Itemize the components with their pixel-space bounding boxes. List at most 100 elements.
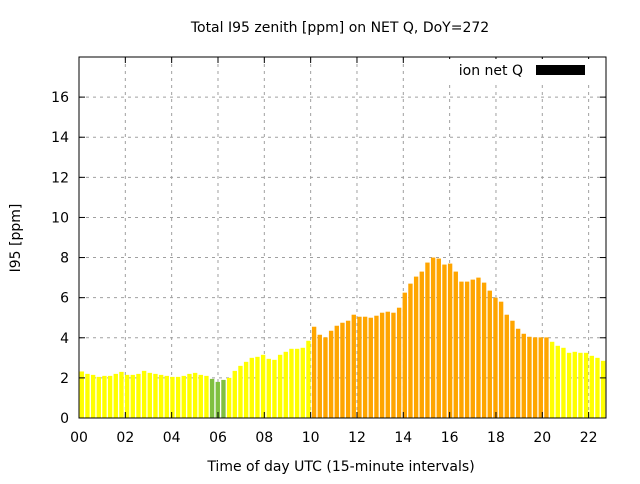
bar [459,281,464,418]
x-tick-label: 08 [255,430,273,446]
bar [396,307,402,418]
y-tick-label: 12 [51,170,69,186]
bar [498,301,504,418]
bar [583,352,589,418]
bar [334,325,339,418]
bar [192,372,198,418]
bar [391,312,396,418]
bar [345,320,351,418]
bar [578,352,583,418]
bar [289,348,294,418]
bar [572,351,577,418]
bar [340,322,345,418]
bar [328,330,334,418]
bar [283,351,288,418]
bar [425,262,430,418]
x-tick-label: 20 [533,430,551,446]
x-tick-label: 10 [302,430,320,446]
y-tick-label: 6 [60,291,69,307]
bar [447,263,453,418]
bar [232,370,237,418]
x-tick-label: 22 [580,430,598,446]
bar [249,357,254,418]
bar [204,375,209,418]
bar [436,258,441,418]
bar [385,311,390,418]
bar [357,316,362,418]
bar [453,271,458,418]
bar [130,374,135,418]
plot-frame [78,56,607,419]
legend: ion net Q [446,59,596,81]
bar [136,373,141,418]
x-tick-label: 12 [348,430,366,446]
bar [102,375,107,418]
bar [515,328,521,418]
bar [272,359,277,418]
bar [595,357,600,418]
bar [124,374,130,418]
bar [589,355,594,418]
y-tick-label: 16 [51,90,69,106]
bar [351,314,356,418]
bar [311,326,317,418]
bar [402,292,407,418]
bar [493,297,498,418]
bar [464,281,470,418]
bar [521,333,526,418]
bar [504,314,509,418]
bar [510,320,515,418]
bar [294,348,300,418]
bars [79,257,606,418]
bar [147,372,152,418]
bar [141,370,147,418]
x-tick-label: 18 [487,430,505,446]
bar [549,341,555,418]
legend-swatch [536,65,585,75]
x-tick-label: 02 [116,430,134,446]
bar [164,375,169,418]
bar [181,375,186,418]
bar [379,312,385,418]
bar [119,371,124,418]
bar [470,279,475,418]
bar [419,271,424,418]
bar [277,354,283,418]
bar [107,375,113,418]
bar [198,374,203,418]
bar [430,257,436,418]
bar [85,373,90,418]
bar [413,276,419,418]
bar [544,337,549,418]
legend-label: ion net Q [459,63,523,79]
bar [300,347,305,418]
bar [226,377,232,418]
bar [532,337,538,418]
bar [255,356,260,418]
bar [323,337,328,418]
bar [175,376,181,418]
bar [538,337,543,418]
bar [113,373,118,418]
y-tick-label: 14 [51,130,69,146]
bar [96,376,101,418]
x-axis-label: Time of day UTC (15-minute intervals) [206,459,474,475]
x-tick-label: 14 [394,430,412,446]
bar [187,373,192,418]
x-tick-label: 04 [163,430,181,446]
y-tick-label: 8 [60,251,69,267]
x-tick-label: 06 [209,430,227,446]
y-tick-label: 4 [60,331,69,347]
bar [221,379,226,418]
bar [79,371,84,418]
bar [408,283,413,418]
bar [209,378,215,418]
bar [566,352,572,418]
bar [266,358,271,418]
y-tick-label: 2 [60,371,69,387]
bar [238,365,243,418]
y-tick-label: 10 [51,210,69,226]
bar [442,264,447,418]
